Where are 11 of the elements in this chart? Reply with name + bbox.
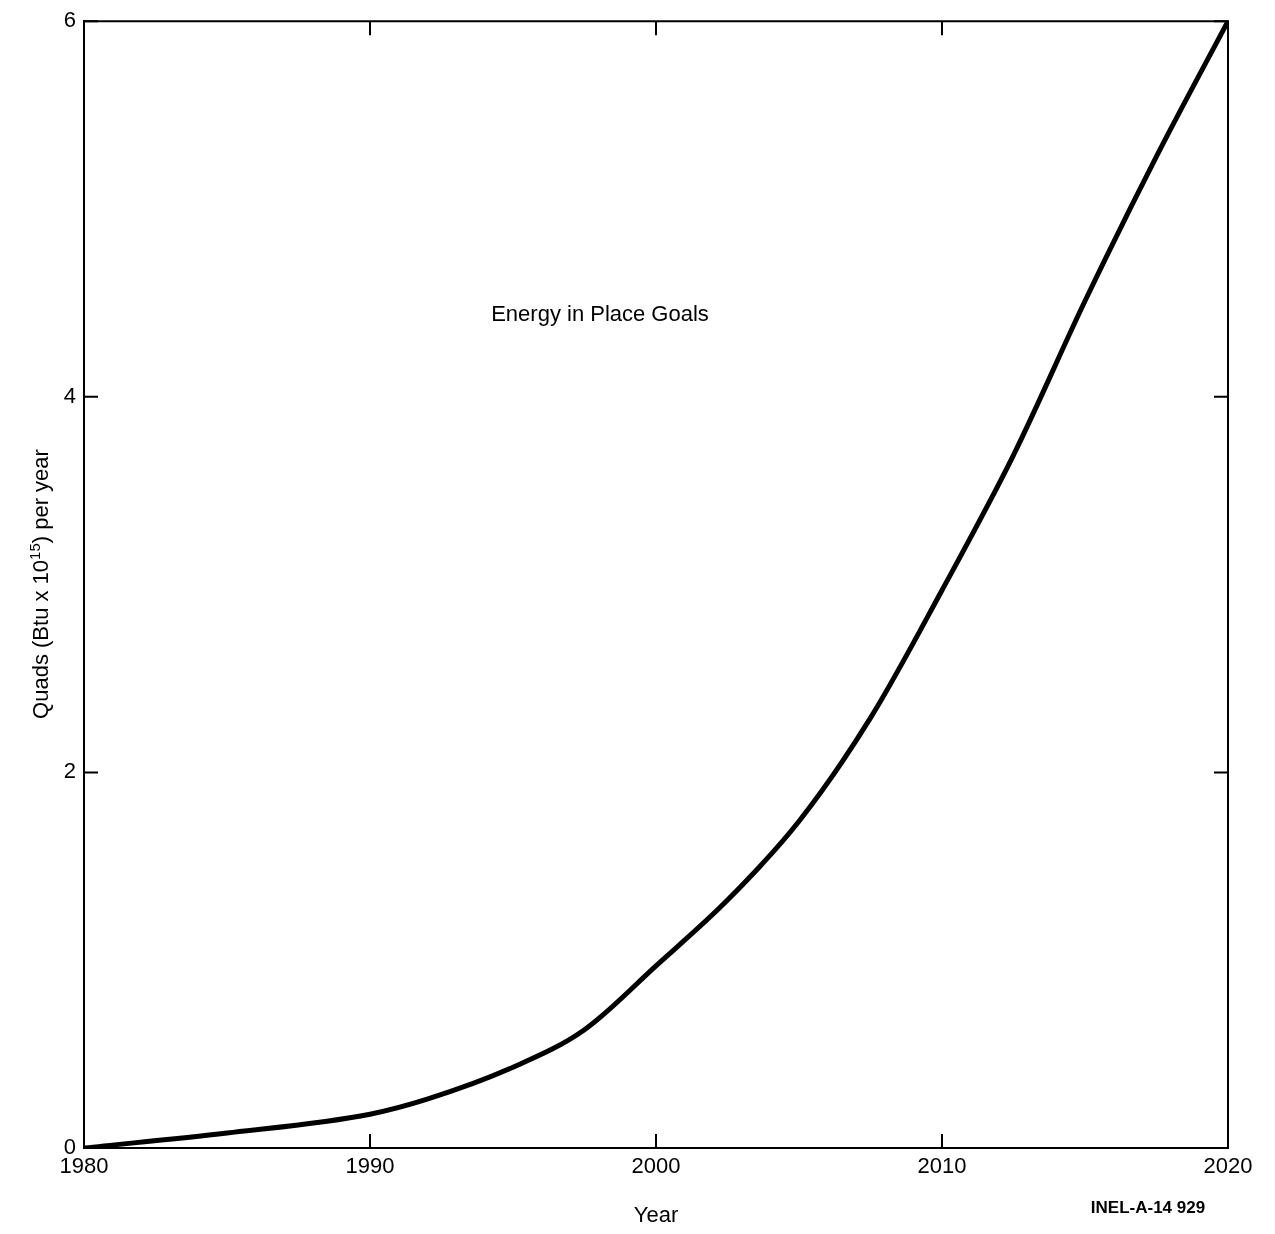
x-tick-label: 1980 bbox=[59, 1153, 109, 1179]
y-tick-label: 6 bbox=[63, 7, 76, 33]
x-tick-label: 2010 bbox=[917, 1153, 967, 1179]
text: INEL-A-14 929 bbox=[1090, 1197, 1206, 1217]
x-axis-title: Year bbox=[633, 1202, 679, 1228]
y-tick-label: 4 bbox=[63, 382, 76, 408]
y-tick-label: 2 bbox=[63, 758, 76, 784]
x-tick-label: 2000 bbox=[631, 1153, 681, 1179]
x-tick-label: 1990 bbox=[345, 1153, 395, 1179]
annotation: Energy in Place Goals bbox=[491, 301, 709, 327]
x-tick-label: 2020 bbox=[1203, 1153, 1253, 1179]
